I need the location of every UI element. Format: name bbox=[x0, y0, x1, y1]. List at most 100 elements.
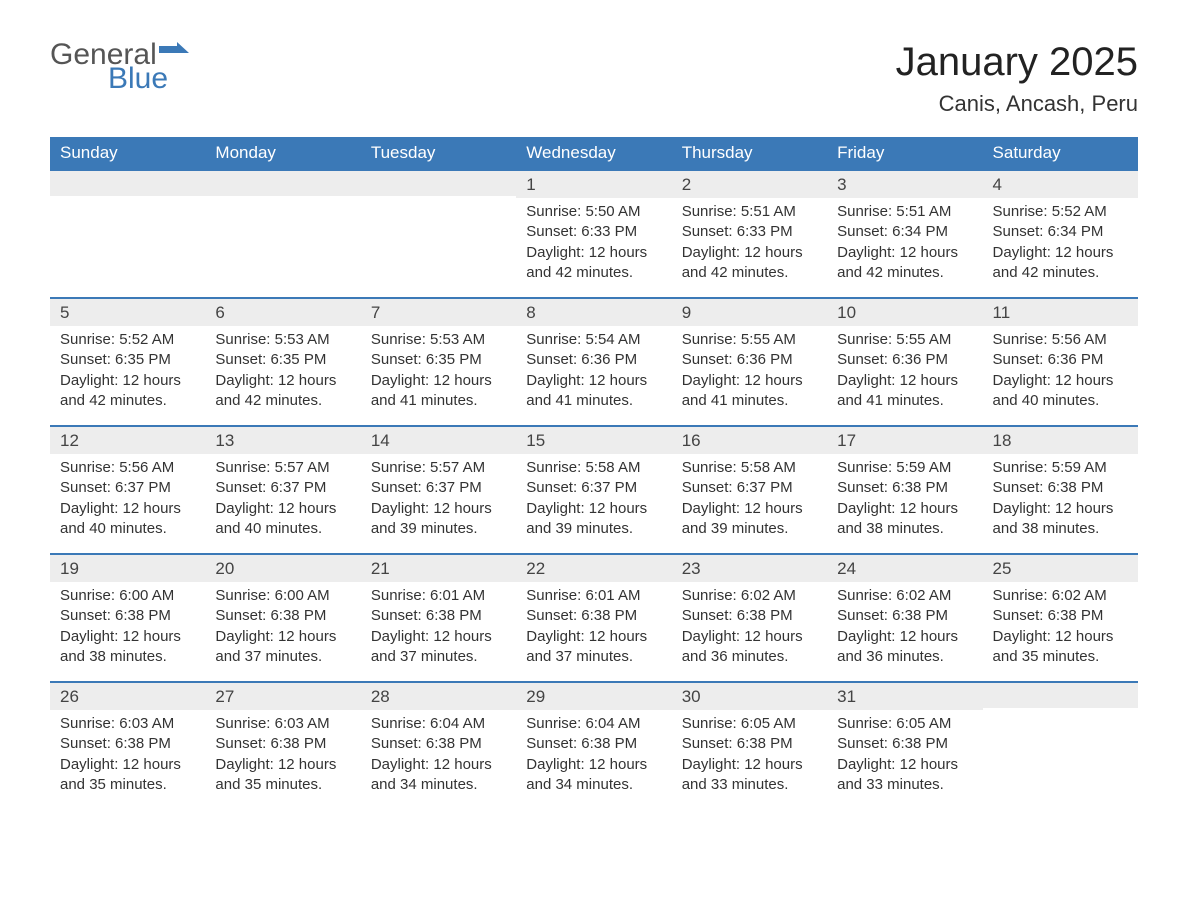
day-sunset: Sunset: 6:38 PM bbox=[682, 606, 817, 626]
day-content: Sunrise: 5:52 AMSunset: 6:34 PMDaylight:… bbox=[983, 198, 1138, 293]
day-sunset: Sunset: 6:36 PM bbox=[682, 350, 817, 370]
calendar-day-cell: 16Sunrise: 5:58 AMSunset: 6:37 PMDayligh… bbox=[672, 425, 827, 553]
day-number: 26 bbox=[50, 681, 205, 710]
day-daylight1: Daylight: 12 hours bbox=[837, 243, 972, 263]
day-sunrise: Sunrise: 5:55 AM bbox=[682, 330, 817, 350]
day-number: 21 bbox=[361, 553, 516, 582]
day-number: 27 bbox=[205, 681, 360, 710]
day-number: 23 bbox=[672, 553, 827, 582]
calendar-day-cell: 13Sunrise: 5:57 AMSunset: 6:37 PMDayligh… bbox=[205, 425, 360, 553]
weekday-header: Monday bbox=[205, 137, 360, 169]
day-sunrise: Sunrise: 5:53 AM bbox=[371, 330, 506, 350]
day-content: Sunrise: 5:55 AMSunset: 6:36 PMDaylight:… bbox=[672, 326, 827, 421]
calendar-day-cell: 8Sunrise: 5:54 AMSunset: 6:36 PMDaylight… bbox=[516, 297, 671, 425]
day-sunrise: Sunrise: 5:52 AM bbox=[60, 330, 195, 350]
day-sunrise: Sunrise: 6:00 AM bbox=[60, 586, 195, 606]
day-daylight1: Daylight: 12 hours bbox=[837, 499, 972, 519]
day-number: 16 bbox=[672, 425, 827, 454]
day-daylight2: and 39 minutes. bbox=[371, 519, 506, 539]
day-sunset: Sunset: 6:38 PM bbox=[60, 734, 195, 754]
day-sunrise: Sunrise: 5:58 AM bbox=[682, 458, 817, 478]
day-sunset: Sunset: 6:38 PM bbox=[60, 606, 195, 626]
day-daylight2: and 37 minutes. bbox=[526, 647, 661, 667]
day-number: 11 bbox=[983, 297, 1138, 326]
day-daylight1: Daylight: 12 hours bbox=[993, 371, 1128, 391]
day-content: Sunrise: 6:05 AMSunset: 6:38 PMDaylight:… bbox=[827, 710, 982, 805]
day-content: Sunrise: 6:01 AMSunset: 6:38 PMDaylight:… bbox=[361, 582, 516, 677]
day-daylight2: and 41 minutes. bbox=[371, 391, 506, 411]
day-sunrise: Sunrise: 5:59 AM bbox=[837, 458, 972, 478]
day-daylight1: Daylight: 12 hours bbox=[215, 499, 350, 519]
calendar-day-cell: 17 Sunrise: 5:59 AMSunset: 6:38 PMDayligh… bbox=[827, 425, 982, 553]
day-sunset: Sunset: 6:36 PM bbox=[837, 350, 972, 370]
day-daylight2: and 42 minutes. bbox=[60, 391, 195, 411]
day-number: 10 bbox=[827, 297, 982, 326]
day-daylight1: Daylight: 12 hours bbox=[837, 627, 972, 647]
day-sunrise: Sunrise: 5:57 AM bbox=[371, 458, 506, 478]
calendar-day-cell: 28Sunrise: 6:04 AMSunset: 6:38 PMDayligh… bbox=[361, 681, 516, 809]
day-sunrise: Sunrise: 5:51 AM bbox=[837, 202, 972, 222]
day-number: 9 bbox=[672, 297, 827, 326]
day-daylight1: Daylight: 12 hours bbox=[215, 755, 350, 775]
day-content: Sunrise: 6:01 AMSunset: 6:38 PMDaylight:… bbox=[516, 582, 671, 677]
day-sunrise: Sunrise: 5:56 AM bbox=[993, 330, 1128, 350]
weekday-header: Friday bbox=[827, 137, 982, 169]
day-daylight1: Daylight: 12 hours bbox=[215, 627, 350, 647]
day-daylight2: and 35 minutes. bbox=[993, 647, 1128, 667]
day-daylight2: and 38 minutes. bbox=[993, 519, 1128, 539]
day-daylight2: and 41 minutes. bbox=[837, 391, 972, 411]
day-daylight1: Daylight: 12 hours bbox=[682, 371, 817, 391]
day-daylight1: Daylight: 12 hours bbox=[837, 755, 972, 775]
calendar-day-cell: 18Sunrise: 5:59 AMSunset: 6:38 PMDayligh… bbox=[983, 425, 1138, 553]
calendar-day-cell: 20Sunrise: 6:00 AMSunset: 6:38 PMDayligh… bbox=[205, 553, 360, 681]
day-sunset: Sunset: 6:38 PM bbox=[682, 734, 817, 754]
day-sunrise: Sunrise: 5:53 AM bbox=[215, 330, 350, 350]
day-sunset: Sunset: 6:38 PM bbox=[837, 478, 972, 498]
calendar-day-cell: 31Sunrise: 6:05 AMSunset: 6:38 PMDayligh… bbox=[827, 681, 982, 809]
calendar-day-cell: 27Sunrise: 6:03 AMSunset: 6:38 PMDayligh… bbox=[205, 681, 360, 809]
day-daylight1: Daylight: 12 hours bbox=[371, 627, 506, 647]
empty-day-number bbox=[361, 169, 516, 196]
day-sunrise: Sunrise: 6:00 AM bbox=[215, 586, 350, 606]
calendar-day-cell: 29Sunrise: 6:04 AMSunset: 6:38 PMDayligh… bbox=[516, 681, 671, 809]
day-number: 8 bbox=[516, 297, 671, 326]
day-content: Sunrise: 5:56 AMSunset: 6:36 PMDaylight:… bbox=[983, 326, 1138, 421]
day-daylight2: and 40 minutes. bbox=[215, 519, 350, 539]
day-daylight2: and 38 minutes. bbox=[837, 519, 972, 539]
day-daylight1: Daylight: 12 hours bbox=[60, 371, 195, 391]
calendar-day-cell: 10Sunrise: 5:55 AMSunset: 6:36 PMDayligh… bbox=[827, 297, 982, 425]
day-content: Sunrise: 5:57 AMSunset: 6:37 PMDaylight:… bbox=[205, 454, 360, 549]
day-daylight1: Daylight: 12 hours bbox=[682, 755, 817, 775]
day-daylight1: Daylight: 12 hours bbox=[526, 627, 661, 647]
day-content: Sunrise: 5:56 AMSunset: 6:37 PMDaylight:… bbox=[50, 454, 205, 549]
day-sunset: Sunset: 6:38 PM bbox=[371, 606, 506, 626]
weekday-header: Wednesday bbox=[516, 137, 671, 169]
day-daylight1: Daylight: 12 hours bbox=[993, 243, 1128, 263]
day-number: 28 bbox=[361, 681, 516, 710]
day-number: 2 bbox=[672, 169, 827, 198]
calendar-day-cell: 1Sunrise: 5:50 AMSunset: 6:33 PMDaylight… bbox=[516, 169, 671, 297]
day-content: Sunrise: 5:50 AMSunset: 6:33 PMDaylight:… bbox=[516, 198, 671, 293]
calendar-day-cell: 15Sunrise: 5:58 AMSunset: 6:37 PMDayligh… bbox=[516, 425, 671, 553]
logo: General Blue bbox=[50, 40, 189, 94]
page-header: General Blue January 2025 Canis, Ancash,… bbox=[50, 40, 1138, 117]
day-sunset: Sunset: 6:33 PM bbox=[526, 222, 661, 242]
day-number: 1 bbox=[516, 169, 671, 198]
day-daylight2: and 35 minutes. bbox=[60, 775, 195, 795]
day-sunrise: Sunrise: 5:52 AM bbox=[993, 202, 1128, 222]
calendar-day-cell: 24Sunrise: 6:02 AMSunset: 6:38 PMDayligh… bbox=[827, 553, 982, 681]
day-sunrise: Sunrise: 5:57 AM bbox=[215, 458, 350, 478]
day-number: 12 bbox=[50, 425, 205, 454]
day-daylight2: and 37 minutes. bbox=[371, 647, 506, 667]
day-daylight1: Daylight: 12 hours bbox=[526, 243, 661, 263]
calendar-day-cell: 11Sunrise: 5:56 AMSunset: 6:36 PMDayligh… bbox=[983, 297, 1138, 425]
day-content: Sunrise: 6:02 AMSunset: 6:38 PMDaylight:… bbox=[827, 582, 982, 677]
calendar-day-cell: 22Sunrise: 6:01 AMSunset: 6:38 PMDayligh… bbox=[516, 553, 671, 681]
day-sunset: Sunset: 6:38 PM bbox=[215, 734, 350, 754]
calendar-day-cell: 14Sunrise: 5:57 AMSunset: 6:37 PMDayligh… bbox=[361, 425, 516, 553]
empty-day-number bbox=[205, 169, 360, 196]
day-sunrise: Sunrise: 5:59 AM bbox=[993, 458, 1128, 478]
day-number: 17 bbox=[827, 425, 982, 454]
day-sunset: Sunset: 6:34 PM bbox=[837, 222, 972, 242]
day-daylight1: Daylight: 12 hours bbox=[60, 627, 195, 647]
